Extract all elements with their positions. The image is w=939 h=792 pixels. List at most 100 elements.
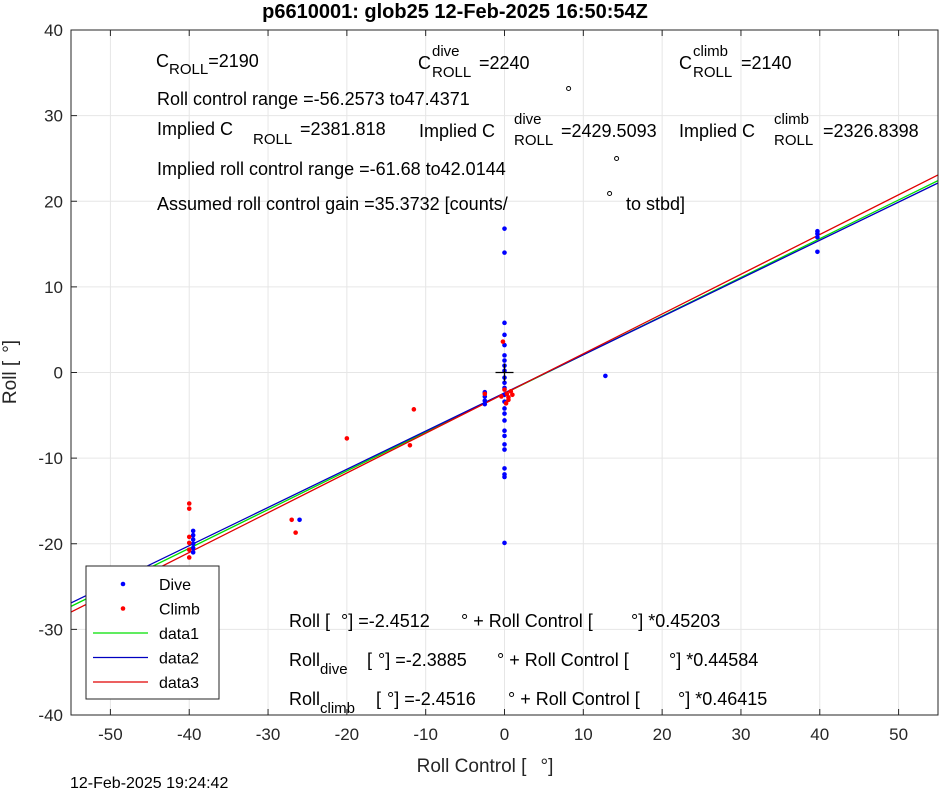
x-tick-label: 40 [810, 725, 829, 744]
annotation-c-roll-dive-sup: dive [432, 43, 460, 60]
point-climb [289, 517, 294, 523]
point-climb [411, 407, 417, 412]
point-dive [502, 358, 507, 363]
annotation-implied-range: Implied roll control range =-61.68 to42.… [157, 159, 506, 179]
annotation-gain-tail: to stbd] [626, 194, 685, 214]
point-dive [502, 540, 507, 546]
point-dive [190, 528, 196, 534]
x-tick-label: -20 [335, 725, 360, 744]
x-axis-label-unit: °] [540, 756, 553, 777]
annotation-implied-c-climb-sub: ROLL [774, 132, 813, 149]
point-dive [190, 532, 196, 538]
point-dive [502, 320, 507, 326]
annotation-c-roll: CROLL=2190 [156, 51, 259, 78]
point-climb [504, 391, 510, 397]
point-dive [502, 250, 507, 255]
fit-climb-main: Roll [289, 689, 320, 709]
y-axis-label: Roll [°] [0, 340, 21, 404]
x-tick-label: 10 [574, 725, 593, 744]
y-tick-label: -40 [38, 706, 63, 725]
point-dive [482, 401, 488, 407]
c-roll-value: =2190 [208, 51, 259, 71]
point-dive [297, 517, 302, 523]
x-tick-label: 20 [653, 725, 672, 744]
point-dive [815, 231, 820, 237]
annotation-gain: Assumed roll control gain =35.3732 [coun… [157, 194, 508, 214]
point-climb [508, 389, 514, 394]
annotation-implied-c-climb-sup: climb [774, 111, 809, 128]
x-tick-label: 0 [500, 725, 509, 744]
x-tick-label: 50 [889, 725, 908, 744]
annotation-implied-range-deg: ° [613, 153, 620, 173]
annotation-implied-c-sub: ROLL [253, 131, 292, 148]
point-dive [502, 466, 507, 471]
point-dive [502, 447, 507, 452]
fit-dive-sub: dive [320, 661, 348, 678]
point-climb [186, 501, 192, 506]
footer-timestamp: 12-Feb-2025 19:24:42 [70, 775, 228, 792]
fit-dive-d: ° + Roll Control [ [497, 650, 629, 670]
point-climb [186, 555, 192, 560]
point-dive [502, 226, 507, 231]
point-dive [190, 541, 196, 547]
fit-all-c: ° + Roll Control [ [461, 611, 593, 631]
point-dive [502, 442, 507, 447]
y-axis-label-unit: °] [0, 340, 21, 353]
legend-label-data2: data2 [159, 651, 199, 668]
annotation-implied-c-dive-value: =2429.5093 [561, 121, 657, 141]
point-climb [407, 442, 413, 448]
annotation-implied-c-dive-sub: ROLL [514, 132, 553, 149]
x-tick-label: -50 [98, 725, 123, 744]
legend: Dive Climb data1 data2 data3 [85, 565, 220, 700]
point-climb [506, 397, 511, 403]
fit-climb: Rollclimb [289, 689, 355, 717]
fit-climb-d: ° + Roll Control [ [508, 689, 640, 709]
point-dive [190, 545, 196, 551]
point-dive [815, 234, 820, 240]
fit-dive-e: °] *0.44584 [669, 650, 758, 670]
legend-label-climb: Climb [159, 602, 200, 619]
x-tick-label: -10 [413, 725, 438, 744]
y-tick-label: 40 [44, 21, 63, 40]
point-climb [499, 394, 504, 399]
point-dive [502, 418, 507, 423]
data-points [123, 226, 820, 592]
annotation-implied-c: Implied C [157, 119, 233, 139]
point-climb [186, 540, 192, 546]
y-tick-label: 0 [54, 364, 63, 383]
annotation-roll-range-deg: ° [565, 83, 572, 103]
x-tick-label: -40 [177, 725, 202, 744]
point-dive [502, 353, 507, 358]
x-axis-label: Roll Control [°] [417, 756, 554, 777]
point-climb [502, 387, 507, 392]
legend-swatch-dive [120, 581, 126, 587]
point-climb [344, 436, 350, 441]
point-dive [190, 550, 196, 555]
y-tick-label: 10 [44, 278, 63, 297]
fit-climb-sub: climb [320, 700, 355, 717]
legend-label-dive: Dive [159, 577, 191, 594]
point-dive [502, 433, 507, 439]
annotation-gain-deg: ° [606, 188, 613, 208]
x-tick-label: -30 [256, 725, 281, 744]
point-dive [502, 411, 507, 416]
point-climb [482, 391, 488, 397]
point-dive [502, 474, 507, 480]
point-climb [503, 401, 509, 406]
annotation-c-roll-climb: C [679, 53, 692, 73]
annotation-implied-c-climb: Implied C [679, 121, 755, 141]
legend-label-data1: data1 [159, 626, 199, 643]
point-climb [510, 392, 515, 398]
chart-title: p6610001: glob25 12-Feb-2025 16:50:54Z [262, 1, 648, 23]
y-tick-label: 30 [44, 107, 63, 126]
fit-dive-c: °] =-2.3885 [378, 650, 467, 670]
c-roll-sub: ROLL [169, 61, 208, 78]
point-dive [603, 373, 608, 379]
point-dive [502, 428, 507, 434]
annotation-c-roll-climb-sub: ROLL [693, 64, 732, 81]
fit-climb-b: [ [376, 689, 381, 709]
annotation-c-roll-dive-value: =2240 [479, 53, 530, 73]
point-climb [186, 534, 192, 540]
